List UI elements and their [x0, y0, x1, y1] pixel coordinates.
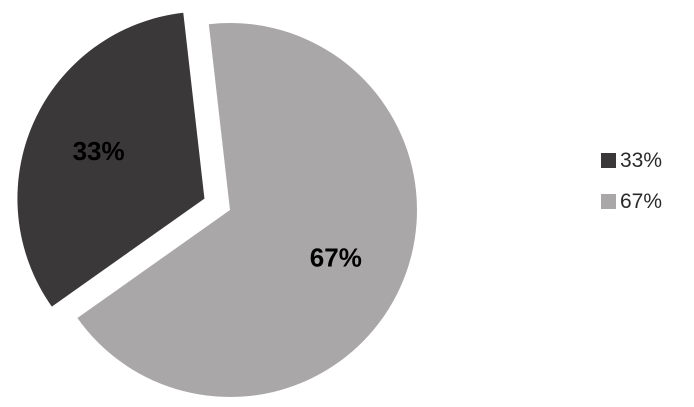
legend-label-2: 67% [620, 190, 663, 213]
legend-label-1: 33% [620, 149, 663, 172]
legend-swatch-1 [601, 153, 616, 168]
pie-slice-label-2: 67% [310, 242, 362, 272]
legend-item-1: 33% [601, 150, 662, 171]
pie-slice-1 [17, 12, 205, 307]
chart-legend: 33% 67% [601, 150, 662, 212]
legend-swatch-2 [601, 194, 616, 209]
legend-item-2: 67% [601, 191, 662, 212]
pie-slice-label-1: 33% [73, 136, 125, 166]
pie-slice-2 [77, 23, 417, 398]
